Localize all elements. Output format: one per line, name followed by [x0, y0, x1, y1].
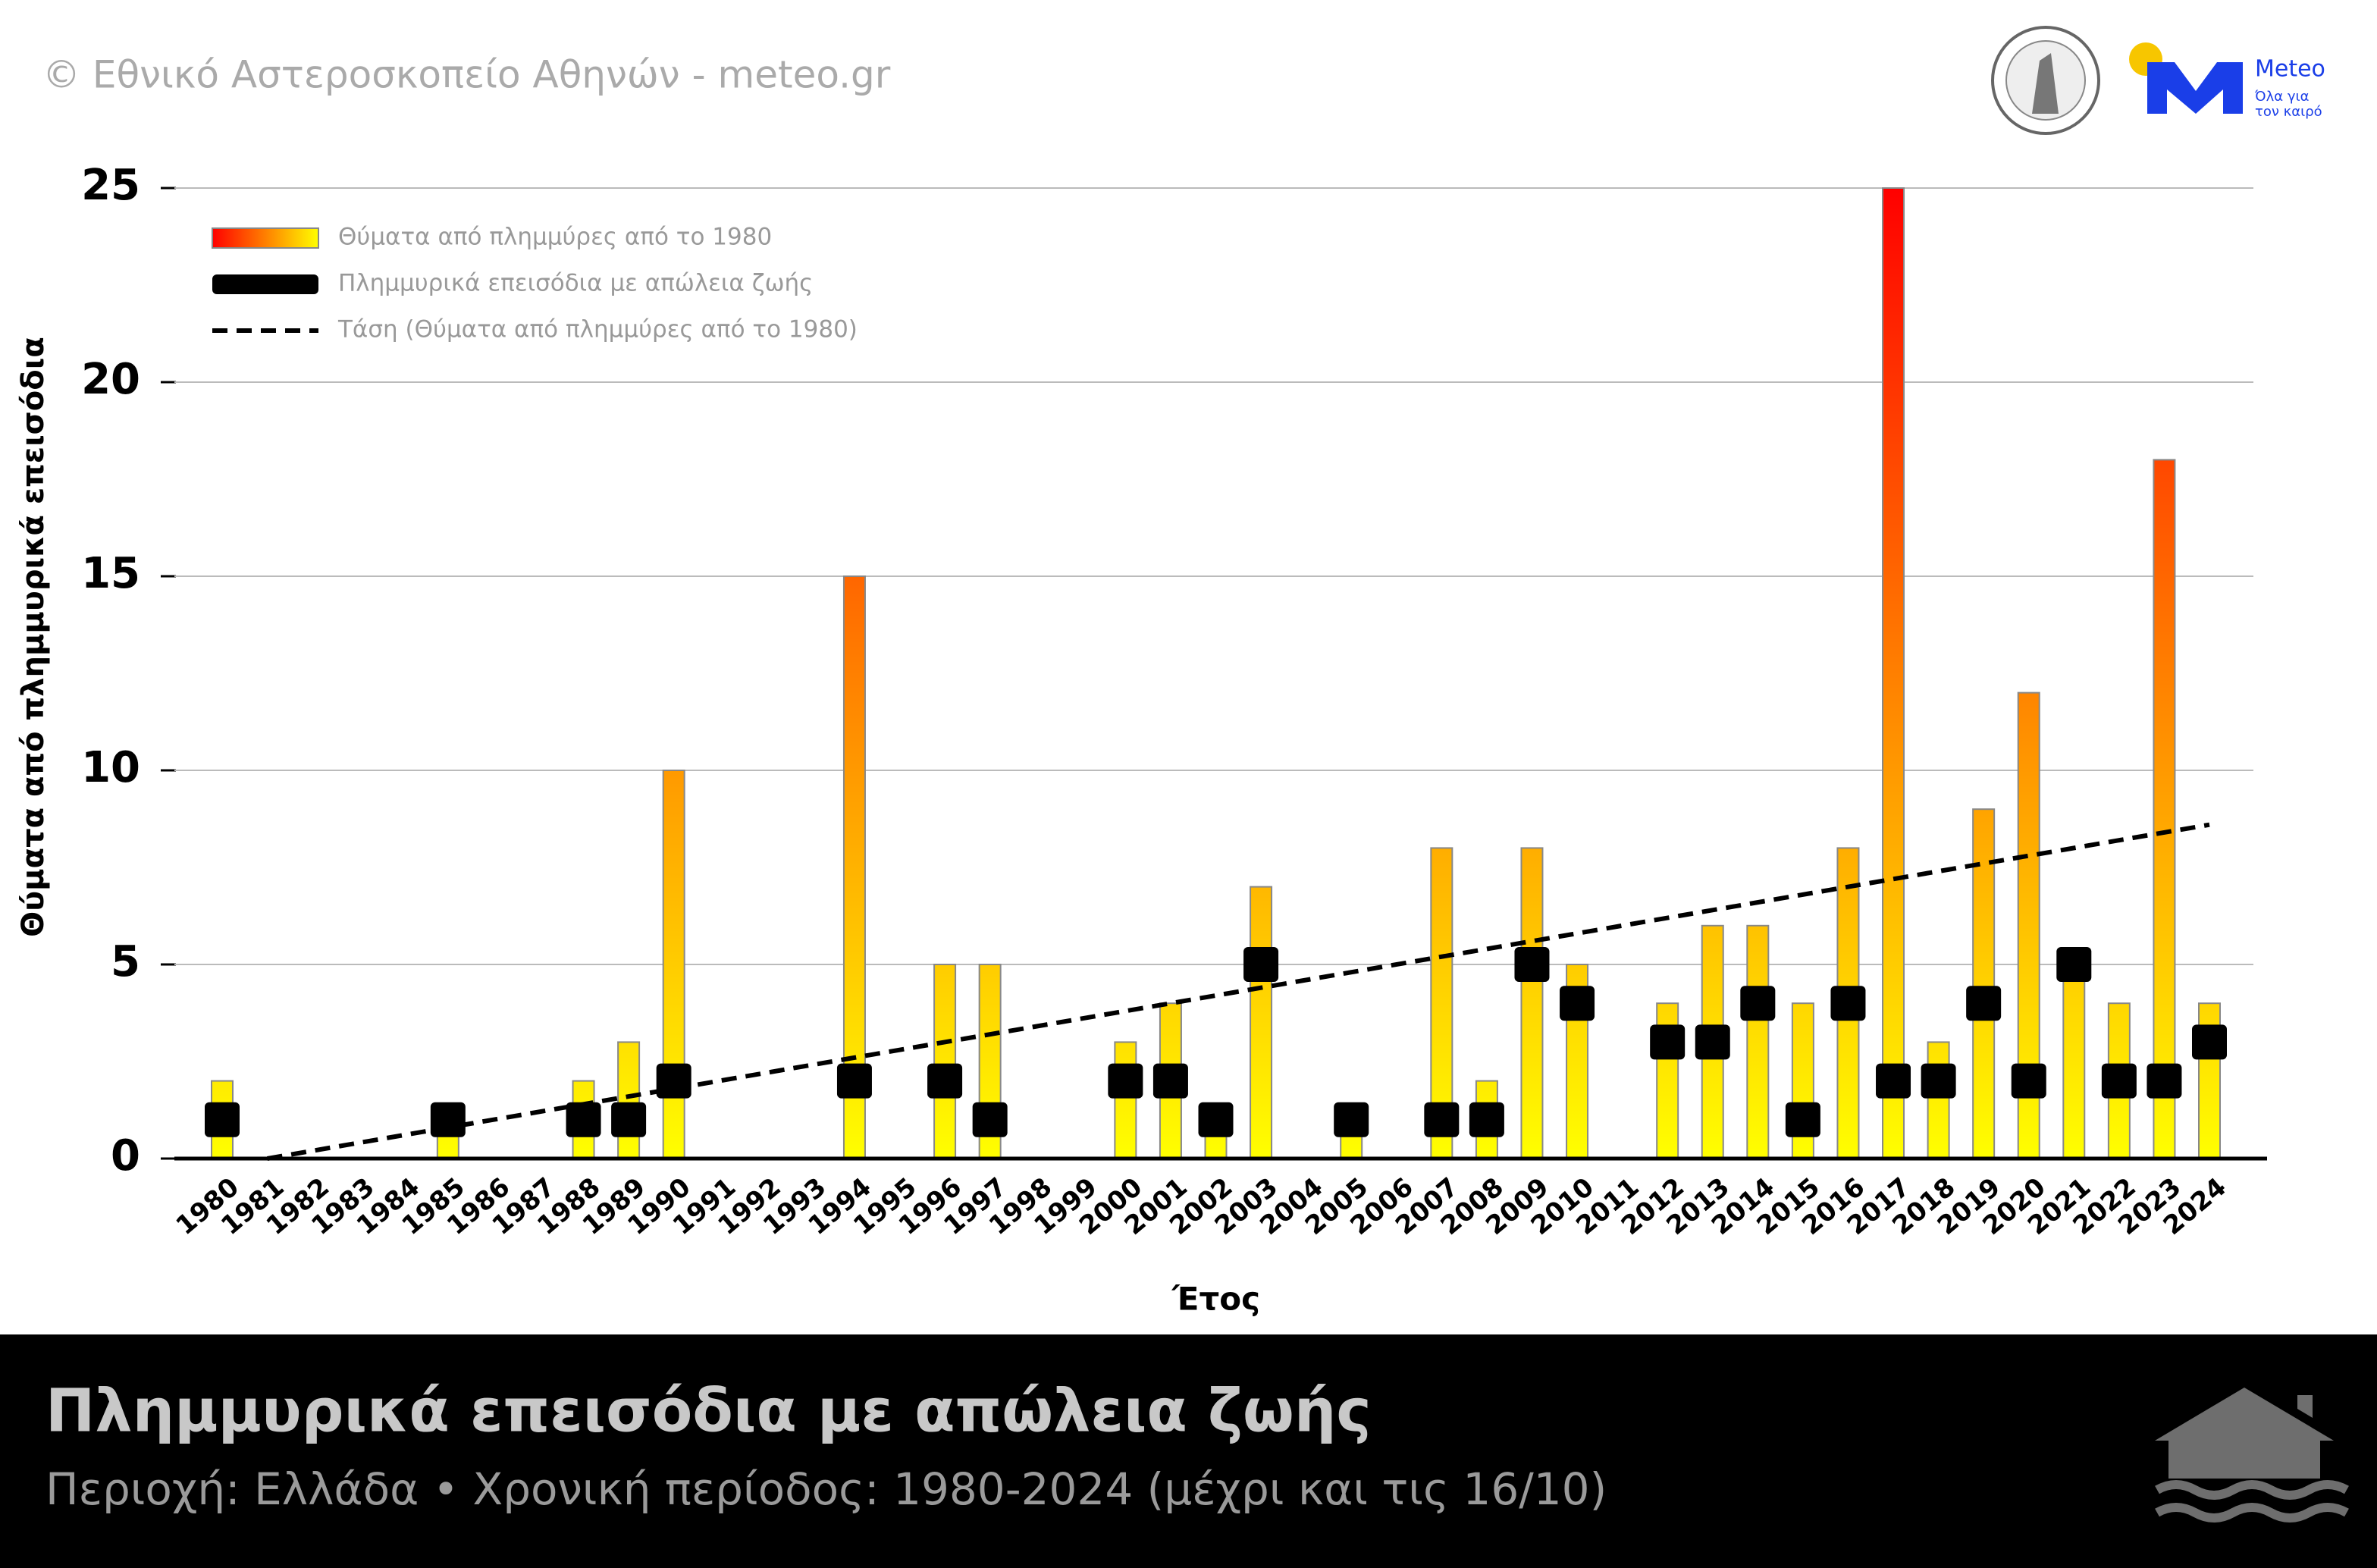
legend-label: Τάση (Θύματα από πλημμύρες από το 1980): [337, 316, 858, 343]
bar: [1972, 808, 1996, 1159]
bar: [1520, 847, 1544, 1160]
flood-house-icon: [2155, 1388, 2349, 1523]
episode-marker: [1560, 986, 1595, 1021]
episode-marker: [656, 1063, 691, 1099]
episode-marker: [1334, 1102, 1369, 1137]
logo-tagline: Όλα για: [2254, 89, 2309, 105]
y-tick-label: 5: [111, 937, 140, 986]
episode-marker: [1424, 1102, 1460, 1137]
y-tick-label: 25: [81, 161, 140, 210]
bar: [1927, 1041, 1950, 1160]
y-tick-label: 15: [81, 549, 140, 598]
x-axis-label: Έτος: [1171, 1281, 1260, 1318]
legend-label: Πλημμυρικά επεισόδια με απώλεια ζωής: [338, 270, 813, 297]
bar: [1250, 886, 1273, 1159]
episode-marker: [2147, 1063, 2182, 1099]
episode-marker: [2101, 1063, 2137, 1099]
bar: [1746, 924, 1770, 1160]
episode-marker: [972, 1102, 1008, 1137]
episode-marker: [1514, 947, 1550, 982]
bar: [1114, 1041, 1137, 1160]
episode-marker: [1830, 986, 1866, 1021]
episode-marker: [566, 1102, 601, 1137]
logo-tagline: τον καιρό: [2255, 104, 2322, 120]
episode-marker: [1785, 1102, 1820, 1137]
bar: [1882, 187, 1905, 1159]
episode-marker: [1921, 1063, 1956, 1099]
episode-marker: [1198, 1102, 1234, 1137]
episode-marker: [611, 1102, 647, 1137]
legend-label: Θύματα από πλημμύρες από το 1980: [338, 224, 772, 251]
episode-marker: [1243, 947, 1279, 982]
y-tick-label: 0: [111, 1131, 140, 1181]
episode-marker: [1695, 1024, 1730, 1060]
episode-marker: [2192, 1024, 2227, 1060]
episode-marker: [1152, 1063, 1188, 1099]
episode-marker: [1966, 986, 2002, 1021]
y-tick-label: 10: [81, 743, 140, 792]
meteo-logo: Meteo Όλα για τον καιρό: [2129, 42, 2325, 120]
episode-marker: [430, 1102, 466, 1137]
bar: [933, 964, 957, 1159]
episode-marker: [836, 1063, 872, 1099]
bar: [842, 575, 866, 1159]
episode-marker: [927, 1063, 963, 1099]
episode-marker: [2056, 947, 2092, 982]
episode-marker: [2011, 1063, 2046, 1099]
footer-subtitle: Περιοχή: Ελλάδα • Χρονική περίοδος: 1980…: [45, 1463, 1607, 1515]
episode-marker: [1740, 986, 1776, 1021]
bar: [2153, 459, 2176, 1159]
footer-band: [0, 1334, 2377, 1568]
legend-swatch: [212, 227, 319, 249]
footer-title: Πλημμυρικά επεισόδια με απώλεια ζωής: [45, 1377, 1372, 1445]
episode-marker: [1469, 1102, 1504, 1137]
bar: [2062, 964, 2086, 1159]
credit: © Εθνικό Αστεροσκοπείο Αθηνών - meteo.gr: [42, 53, 891, 97]
episode-marker: [1876, 1063, 1911, 1099]
episode-marker: [1108, 1063, 1143, 1099]
legend-swatch: [212, 274, 318, 294]
episode-marker: [1650, 1024, 1686, 1060]
y-axis-label: Θύματα από πλημμυρικά επεισόδια: [16, 337, 51, 937]
bar: [662, 770, 685, 1159]
observatory-logo: [1991, 26, 2100, 135]
bar: [617, 1041, 641, 1160]
episode-marker: [205, 1102, 240, 1137]
logo-name: Meteo: [2255, 56, 2325, 83]
y-tick-label: 20: [81, 355, 140, 404]
